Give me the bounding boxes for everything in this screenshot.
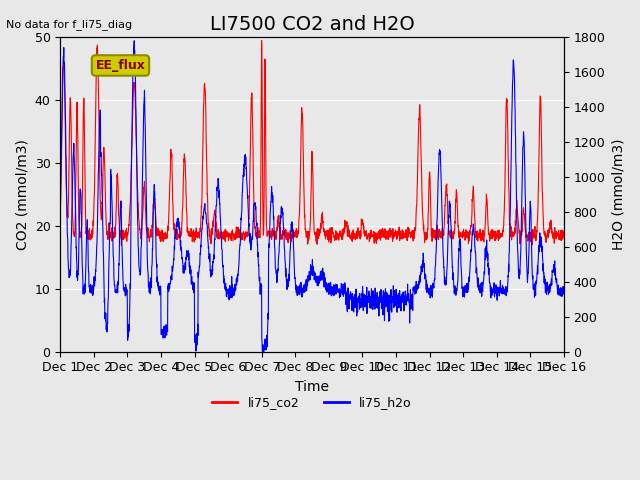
- Legend: li75_co2, li75_h2o: li75_co2, li75_h2o: [207, 392, 417, 415]
- Text: EE_flux: EE_flux: [95, 59, 145, 72]
- li75_co2: [327, 233, 335, 239]
- li75_h2o: [338, 289, 346, 295]
- li75_co2: [530, 230, 538, 236]
- Title: LI7500 CO2 and H2O: LI7500 CO2 and H2O: [210, 15, 415, 34]
- li75_h2o: [458, 284, 466, 290]
- li75_co2: [338, 234, 346, 240]
- li75_co2: [560, 230, 568, 236]
- li75_h2o: [197, 244, 205, 250]
- Text: No data for f_li75_diag: No data for f_li75_diag: [6, 19, 132, 30]
- li75_co2: [258, 37, 266, 43]
- li75_h2o: [560, 288, 568, 294]
- X-axis label: Time: Time: [295, 380, 329, 394]
- li75_co2: [118, 242, 125, 248]
- li75_h2o: [56, 215, 64, 220]
- li75_co2: [458, 235, 466, 241]
- li75_h2o: [530, 286, 538, 291]
- li75_h2o: [131, 38, 138, 44]
- li75_co2: [197, 215, 205, 221]
- li75_h2o: [327, 279, 335, 285]
- li75_co2: [56, 207, 64, 213]
- li75_co2: [516, 229, 524, 235]
- Y-axis label: CO2 (mmol/m3): CO2 (mmol/m3): [15, 139, 29, 250]
- Line: li75_h2o: li75_h2o: [60, 41, 564, 351]
- Y-axis label: H2O (mmol/m3): H2O (mmol/m3): [611, 139, 625, 250]
- li75_h2o: [259, 348, 266, 354]
- li75_h2o: [516, 272, 524, 277]
- Line: li75_co2: li75_co2: [60, 40, 564, 245]
